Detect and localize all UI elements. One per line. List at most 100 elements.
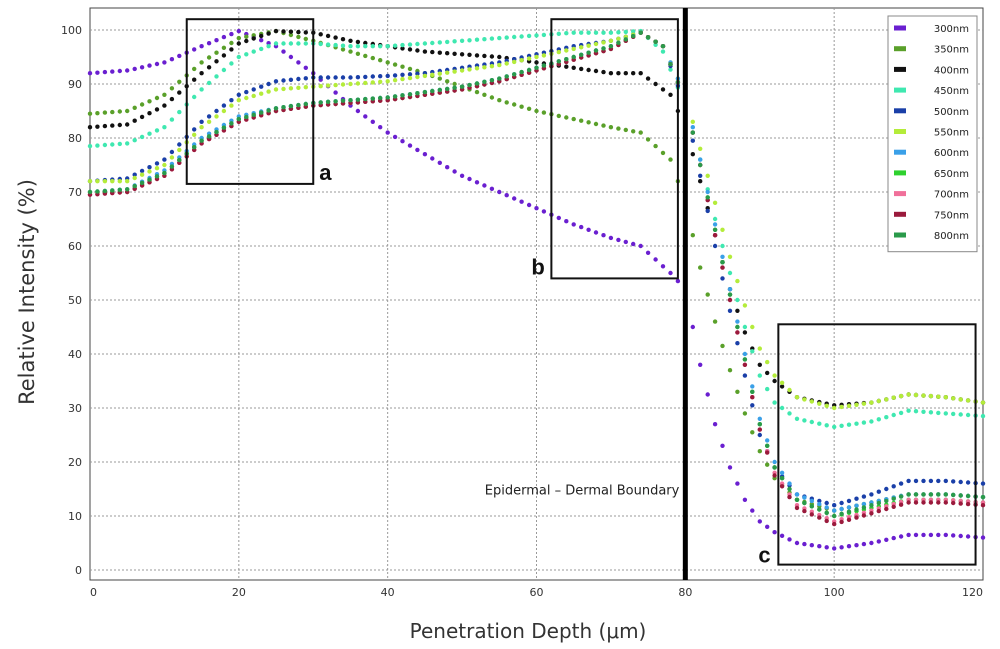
data-point bbox=[765, 438, 770, 443]
data-point bbox=[325, 99, 331, 105]
data-point bbox=[757, 362, 762, 367]
data-point bbox=[772, 465, 777, 470]
data-point bbox=[273, 41, 279, 46]
data-point bbox=[898, 534, 904, 539]
data-point bbox=[355, 97, 361, 102]
data-point bbox=[794, 505, 800, 511]
data-point bbox=[296, 34, 301, 40]
data-point bbox=[214, 129, 219, 135]
data-point bbox=[735, 278, 740, 284]
data-point bbox=[832, 424, 837, 430]
data-point bbox=[192, 66, 197, 72]
data-point bbox=[132, 66, 137, 72]
data-point bbox=[817, 507, 822, 512]
data-point bbox=[147, 165, 152, 170]
data-point bbox=[765, 370, 770, 376]
data-point bbox=[177, 79, 182, 85]
data-point bbox=[735, 297, 740, 303]
data-point bbox=[340, 98, 346, 103]
data-point bbox=[206, 134, 212, 139]
data-point bbox=[846, 517, 852, 522]
data-point bbox=[370, 96, 375, 101]
data-point bbox=[296, 85, 301, 91]
data-point bbox=[742, 373, 748, 378]
data-point bbox=[392, 43, 398, 48]
data-point bbox=[489, 36, 495, 41]
data-point bbox=[876, 539, 881, 544]
data-point bbox=[132, 138, 137, 143]
data-point bbox=[601, 123, 606, 128]
data-point bbox=[898, 494, 904, 499]
data-point bbox=[169, 86, 175, 91]
data-point bbox=[735, 481, 740, 486]
data-point bbox=[482, 65, 487, 70]
data-point bbox=[541, 53, 547, 58]
data-point bbox=[579, 52, 584, 57]
data-point bbox=[221, 108, 227, 114]
data-point bbox=[601, 69, 606, 75]
region-label-a: a bbox=[319, 160, 332, 185]
data-point bbox=[980, 481, 986, 486]
data-point bbox=[913, 478, 919, 484]
data-point bbox=[363, 40, 368, 46]
data-point bbox=[765, 443, 770, 448]
data-point bbox=[705, 173, 710, 178]
data-point bbox=[445, 70, 450, 75]
data-point bbox=[244, 89, 249, 95]
y-axis-title: Relative Intensity (%) bbox=[15, 179, 39, 405]
data-point bbox=[623, 127, 628, 133]
data-point bbox=[102, 110, 108, 115]
x-tick-label: 100 bbox=[824, 586, 845, 599]
legend-label: 800nm bbox=[934, 231, 969, 242]
data-point bbox=[221, 34, 227, 40]
data-point bbox=[541, 32, 547, 38]
data-point bbox=[720, 343, 725, 349]
data-point bbox=[705, 195, 710, 200]
data-point bbox=[846, 403, 852, 408]
data-point bbox=[846, 544, 852, 549]
data-point bbox=[884, 498, 889, 504]
data-point bbox=[861, 505, 867, 510]
data-point bbox=[690, 125, 695, 130]
data-point bbox=[541, 209, 547, 214]
data-point bbox=[787, 481, 792, 486]
data-point bbox=[772, 459, 777, 465]
data-point bbox=[392, 134, 398, 140]
data-point bbox=[206, 65, 212, 70]
data-point bbox=[437, 76, 442, 81]
data-point bbox=[214, 59, 219, 64]
data-point bbox=[325, 75, 331, 80]
data-point bbox=[787, 411, 792, 416]
y-tick-label: 20 bbox=[68, 456, 82, 469]
data-point bbox=[206, 80, 212, 86]
y-tick-label: 10 bbox=[68, 510, 82, 523]
data-point bbox=[87, 71, 93, 76]
data-point bbox=[452, 81, 457, 87]
data-point bbox=[794, 497, 800, 502]
data-point bbox=[832, 508, 837, 513]
data-point bbox=[474, 66, 480, 71]
data-point bbox=[638, 130, 643, 135]
data-point bbox=[519, 58, 524, 63]
data-point bbox=[355, 75, 361, 80]
data-point bbox=[965, 398, 971, 403]
data-point bbox=[757, 373, 762, 378]
data-point bbox=[653, 257, 658, 262]
data-point bbox=[333, 82, 338, 88]
data-point bbox=[735, 324, 740, 330]
data-point bbox=[668, 67, 673, 72]
data-point bbox=[936, 500, 941, 505]
data-point bbox=[467, 52, 472, 57]
data-point bbox=[906, 500, 911, 505]
data-point bbox=[296, 41, 301, 46]
data-point bbox=[169, 155, 175, 160]
data-point bbox=[913, 500, 919, 505]
data-point bbox=[385, 130, 390, 135]
data-point bbox=[593, 30, 599, 35]
data-point bbox=[705, 392, 710, 397]
data-point bbox=[742, 303, 748, 308]
data-point bbox=[199, 60, 204, 65]
data-point bbox=[534, 33, 539, 38]
data-point bbox=[259, 84, 264, 89]
